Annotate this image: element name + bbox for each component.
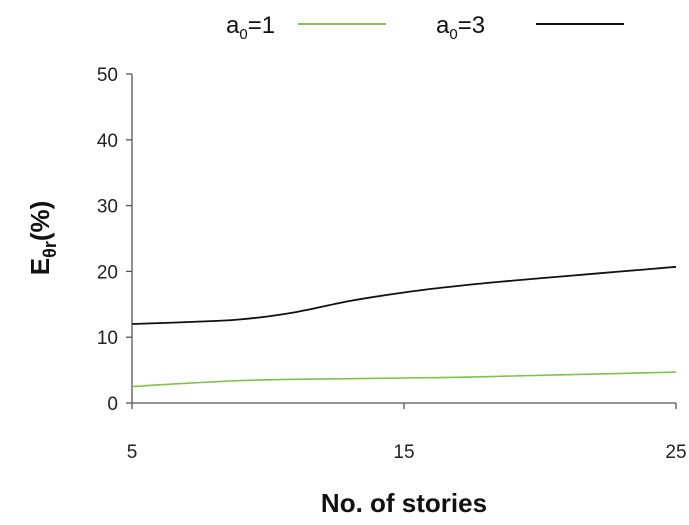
x-axis: 5 15 25 <box>127 402 687 463</box>
legend-label-1: a0=1 <box>226 12 275 43</box>
y-tick-label: 30 <box>97 197 118 218</box>
series-line-2 <box>131 265 677 325</box>
legend-label-2: a0=3 <box>436 12 485 43</box>
axis-titles: No. of stories Eθr(%) <box>25 201 487 518</box>
x-tick-label: 25 <box>665 442 686 463</box>
legend: a0=1 a0=3 <box>226 12 624 43</box>
y-tick-label: 20 <box>97 262 118 283</box>
x-tick-label: 15 <box>393 442 414 463</box>
series-line-1 <box>131 371 677 388</box>
x-axis-title: No. of stories <box>321 488 487 518</box>
y-axis: 0 10 20 30 40 50 <box>97 65 133 415</box>
x-tick-label: 5 <box>127 442 138 463</box>
series-layer <box>131 265 677 388</box>
y-tick-label: 40 <box>97 131 118 152</box>
y-tick-label: 10 <box>97 328 118 349</box>
y-axis-title: Eθr(%) <box>25 201 60 276</box>
y-tick-label: 50 <box>97 65 118 86</box>
y-tick-label: 0 <box>107 394 118 415</box>
